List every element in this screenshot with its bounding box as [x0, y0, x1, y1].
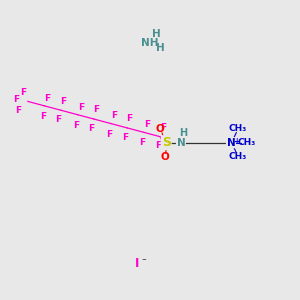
Text: N: N	[226, 138, 235, 148]
Text: F: F	[144, 120, 150, 129]
Text: F: F	[93, 106, 100, 115]
Text: NH: NH	[141, 38, 159, 47]
Text: H: H	[152, 29, 160, 39]
Text: F: F	[60, 97, 66, 106]
Text: F: F	[13, 95, 19, 104]
Text: F: F	[111, 111, 117, 120]
Text: S: S	[162, 136, 171, 149]
Text: F: F	[20, 88, 26, 97]
Text: +: +	[234, 137, 240, 146]
Text: O: O	[155, 124, 164, 134]
Text: F: F	[56, 115, 62, 124]
Text: F: F	[127, 114, 133, 123]
Text: CH₃: CH₃	[228, 124, 247, 133]
Text: N: N	[176, 138, 185, 148]
Text: F: F	[160, 123, 166, 132]
Text: F: F	[106, 130, 112, 139]
Text: F: F	[45, 94, 51, 103]
Text: F: F	[73, 121, 79, 130]
Text: F: F	[122, 133, 128, 142]
Text: H: H	[179, 128, 187, 138]
Text: F: F	[139, 138, 145, 147]
Text: CH₃: CH₃	[238, 138, 256, 147]
Text: F: F	[15, 106, 21, 115]
Text: ⁻: ⁻	[142, 257, 146, 266]
Text: F: F	[88, 124, 95, 133]
Text: CH₃: CH₃	[228, 152, 247, 161]
Text: F: F	[78, 103, 84, 112]
Text: I: I	[135, 257, 139, 270]
Text: H: H	[156, 44, 165, 53]
Text: F: F	[155, 141, 161, 150]
Text: O: O	[160, 152, 169, 162]
Text: F: F	[40, 112, 46, 121]
